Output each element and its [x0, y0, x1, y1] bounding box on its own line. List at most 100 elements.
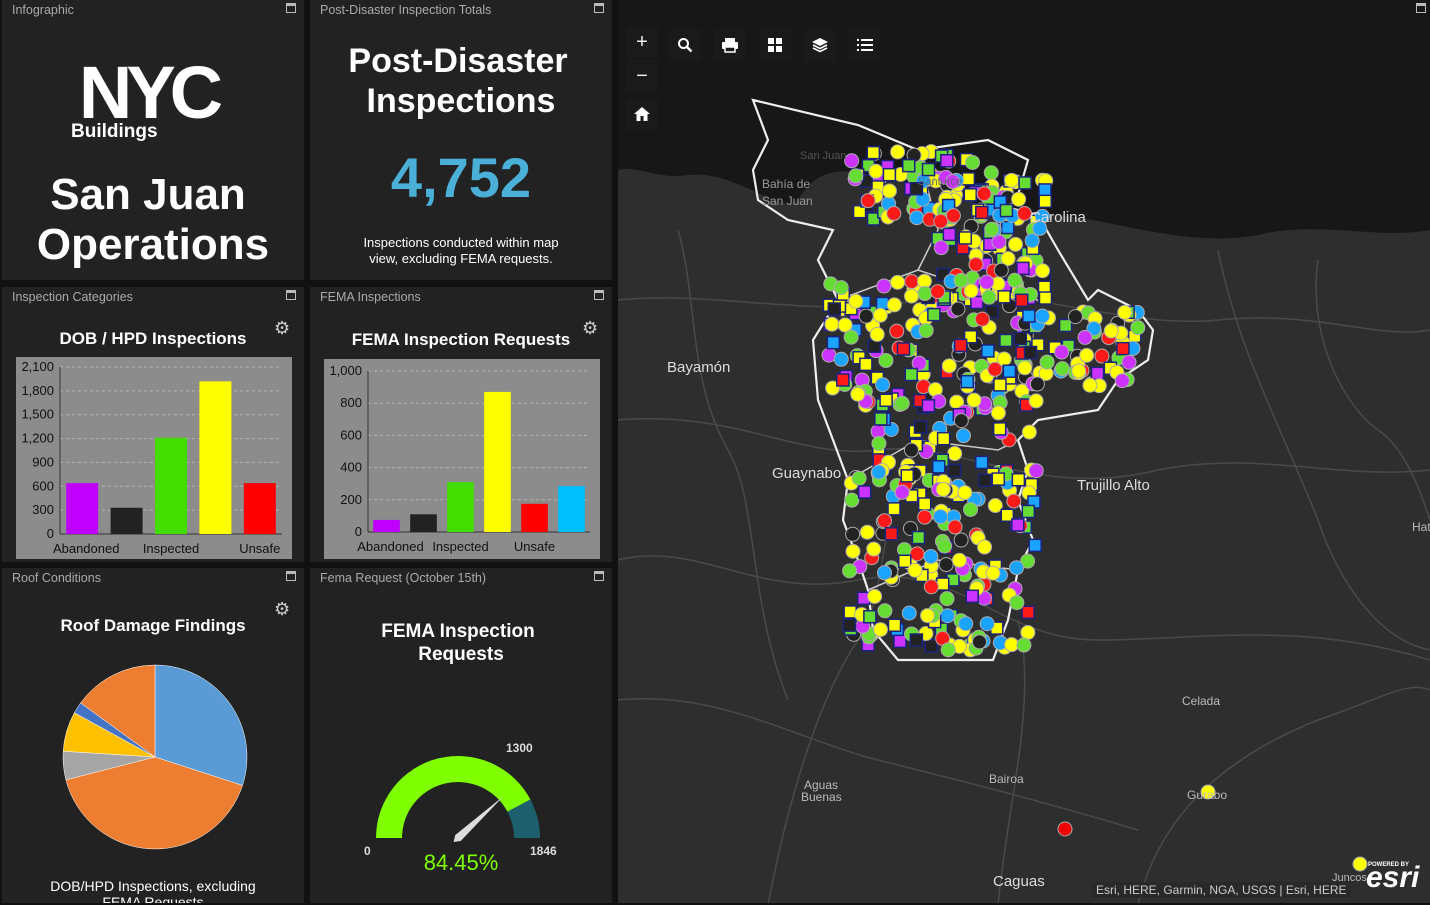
- inspection-marker[interactable]: [1032, 220, 1048, 236]
- inspection-marker[interactable]: [940, 642, 956, 658]
- inspection-marker[interactable]: [937, 538, 953, 554]
- inspection-marker[interactable]: [997, 290, 1011, 304]
- inspection-marker[interactable]: [933, 240, 949, 256]
- bar[interactable]: [110, 507, 143, 534]
- inspection-marker[interactable]: [1054, 361, 1070, 377]
- esri-logo[interactable]: esri: [1366, 861, 1420, 894]
- inspection-marker[interactable]: [907, 562, 923, 578]
- inspection-marker[interactable]: [845, 543, 861, 559]
- inspection-marker[interactable]: [844, 153, 860, 169]
- inspection-marker[interactable]: [866, 145, 881, 160]
- inspection-marker[interactable]: [981, 344, 995, 358]
- inspection-marker[interactable]: [909, 633, 924, 647]
- inspection-marker[interactable]: [903, 288, 919, 304]
- inspection-marker[interactable]: [1011, 518, 1025, 532]
- inspection-marker[interactable]: [1017, 360, 1033, 376]
- inspection-marker[interactable]: [887, 502, 901, 516]
- inspection-marker[interactable]: [942, 227, 957, 242]
- inspection-marker[interactable]: [869, 326, 885, 342]
- inspection-marker[interactable]: [991, 472, 1005, 486]
- inspection-marker[interactable]: [877, 603, 893, 619]
- bar[interactable]: [484, 391, 511, 532]
- inspection-marker[interactable]: [1002, 364, 1017, 378]
- inspection-marker[interactable]: [1117, 304, 1133, 320]
- inspection-marker[interactable]: [894, 395, 910, 411]
- inspection-marker[interactable]: [1057, 821, 1073, 837]
- inspection-marker[interactable]: [876, 278, 892, 294]
- inspection-marker[interactable]: [917, 509, 933, 525]
- inspection-marker[interactable]: [979, 274, 995, 290]
- layers-button[interactable]: [804, 29, 836, 61]
- inspection-marker[interactable]: [901, 605, 917, 621]
- bar[interactable]: [558, 486, 585, 532]
- inspection-marker[interactable]: [833, 351, 849, 367]
- inspection-marker[interactable]: [824, 316, 840, 332]
- zoom-out-button[interactable]: −: [626, 60, 658, 92]
- inspection-marker[interactable]: [844, 492, 860, 508]
- inspection-marker[interactable]: [992, 422, 1007, 436]
- inspection-marker[interactable]: [1038, 291, 1053, 305]
- inspection-marker[interactable]: [872, 622, 888, 638]
- inspection-marker[interactable]: [1090, 366, 1105, 381]
- inspection-marker[interactable]: [931, 460, 946, 474]
- inspection-marker[interactable]: [918, 322, 934, 338]
- inspection-marker[interactable]: [953, 413, 969, 429]
- bar[interactable]: [243, 483, 276, 534]
- inspection-marker[interactable]: [965, 154, 981, 170]
- inspection-marker[interactable]: [1007, 236, 1023, 252]
- inspection-marker[interactable]: [1020, 625, 1036, 641]
- inspection-marker[interactable]: [987, 361, 1003, 377]
- inspection-marker[interactable]: [975, 455, 989, 470]
- inspection-marker[interactable]: [1016, 637, 1032, 653]
- maximize-icon[interactable]: [286, 571, 296, 581]
- inspection-marker[interactable]: [884, 527, 899, 541]
- inspection-marker[interactable]: [985, 565, 1001, 581]
- inspection-marker[interactable]: [872, 307, 888, 323]
- inspection-marker[interactable]: [1200, 784, 1216, 800]
- inspection-marker[interactable]: [1016, 261, 1030, 276]
- zoom-in-button[interactable]: +: [626, 26, 658, 58]
- inspection-marker[interactable]: [1011, 472, 1026, 487]
- inspection-marker[interactable]: [842, 563, 858, 579]
- inspection-marker[interactable]: [940, 154, 954, 168]
- inspection-marker[interactable]: [939, 591, 955, 607]
- inspection-marker[interactable]: [874, 412, 888, 426]
- inspection-marker[interactable]: [882, 167, 897, 182]
- inspection-marker[interactable]: [947, 519, 963, 535]
- inspection-marker[interactable]: [878, 353, 894, 369]
- inspection-marker[interactable]: [1021, 504, 1036, 519]
- inspection-marker[interactable]: [921, 162, 936, 177]
- inspection-marker[interactable]: [1000, 220, 1015, 235]
- inspection-marker[interactable]: [1013, 331, 1028, 346]
- inspection-marker[interactable]: [963, 283, 979, 299]
- inspection-marker[interactable]: [859, 357, 873, 372]
- inspection-marker[interactable]: [993, 378, 1007, 392]
- inspection-marker[interactable]: [923, 579, 939, 595]
- pie-slice[interactable]: [65, 756, 243, 850]
- inspection-marker[interactable]: [858, 308, 874, 324]
- inspection-marker[interactable]: [953, 272, 969, 288]
- inspection-marker[interactable]: [866, 541, 882, 557]
- inspection-marker[interactable]: [901, 158, 916, 173]
- bar[interactable]: [521, 503, 548, 532]
- inspection-marker[interactable]: [978, 473, 992, 488]
- map-panel[interactable]: + − Carolina Bayamón Guaynabo Trujillo A…: [618, 0, 1430, 903]
- inspection-marker[interactable]: [1121, 354, 1137, 370]
- inspection-marker[interactable]: [1028, 393, 1044, 409]
- inspection-marker[interactable]: [886, 297, 902, 313]
- inspection-marker[interactable]: [1103, 323, 1119, 339]
- inspection-marker[interactable]: [1130, 320, 1146, 336]
- inspection-marker[interactable]: [941, 358, 957, 374]
- inspection-marker[interactable]: [987, 498, 1003, 514]
- inspection-marker[interactable]: [1024, 233, 1040, 249]
- basemap-gallery-button[interactable]: [759, 29, 791, 61]
- maximize-icon[interactable]: [594, 571, 604, 581]
- inspection-marker[interactable]: [842, 618, 857, 632]
- inspection-marker[interactable]: [927, 307, 941, 322]
- inspection-marker[interactable]: [979, 616, 995, 632]
- inspection-marker[interactable]: [920, 608, 936, 624]
- inspection-marker[interactable]: [848, 293, 864, 309]
- inspection-marker[interactable]: [930, 284, 946, 300]
- inspection-marker[interactable]: [852, 204, 867, 219]
- inspection-marker[interactable]: [911, 355, 927, 371]
